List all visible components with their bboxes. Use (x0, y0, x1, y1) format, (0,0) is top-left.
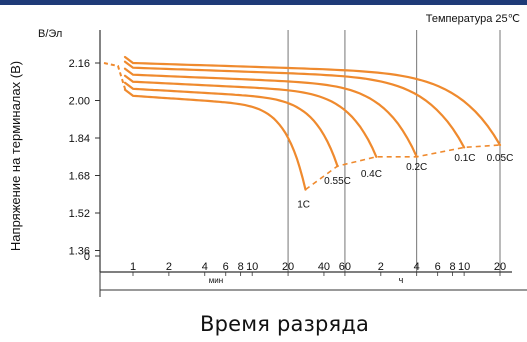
x-tick-label: 2 (166, 261, 172, 273)
discharge-curve-0-05C (123, 55, 502, 147)
y-tick-label: 1.84 (69, 133, 90, 145)
y-unit-label: В/Эл (38, 28, 62, 40)
grid-layer (287, 30, 501, 272)
y-tick-label: 1.68 (69, 171, 90, 183)
x-tick-label: 20 (494, 261, 506, 273)
x-tick-label: 4 (414, 261, 420, 273)
discharge-curve-0-1C (123, 60, 466, 149)
x-axis-title: Время разряда (200, 312, 370, 336)
curve-label-0-05C: 0.05C (487, 153, 514, 164)
x-tick-label: 2 (378, 261, 384, 273)
curve-label-0-2C: 0.2C (406, 162, 427, 173)
x-tick-label: 8 (238, 261, 244, 273)
y-tick-label: 2.00 (69, 96, 90, 108)
x-unit-minutes: мин (209, 276, 223, 285)
x-tick-label: 6 (435, 261, 441, 273)
x-tick-label: 20 (282, 261, 294, 273)
discharge-curve-0-4C (123, 74, 378, 158)
discharge-curve-0-2C (123, 67, 418, 158)
discharge-curve-0-55C (123, 81, 339, 168)
initial-dip-dashes (103, 62, 127, 93)
cutoff-voltage-line (305, 144, 501, 191)
x-tick-label: 1 (130, 261, 136, 273)
label-layer: 1C 0.55C 0.4C 0.2C 0.1C 0.05C (297, 153, 513, 211)
series-layer (103, 55, 502, 191)
curve-label-1C: 1C (297, 200, 310, 211)
x-tick-label: 60 (339, 261, 351, 273)
curve-label-0-55C: 0.55C (324, 176, 351, 187)
x-tick-label: 10 (246, 261, 258, 273)
curve-label-0-4C: 0.4C (361, 169, 382, 180)
y-axis-title: Напряжение на терминалах (В) (8, 61, 23, 251)
x-tick-label: 8 (450, 261, 456, 273)
y-tick-label: 2.16 (69, 58, 90, 70)
temperature-note: Температура 25℃ (426, 13, 520, 25)
y-tick-label: 0 (84, 251, 90, 263)
x-tick-label: 40 (318, 261, 330, 273)
x-unit-hours: ч (399, 275, 404, 285)
curve-label-0-1C: 0.1C (454, 153, 475, 164)
y-tick-label: 1.36 (69, 246, 90, 258)
y-tick-label: 1.52 (69, 208, 90, 220)
top-color-bar (0, 0, 527, 5)
x-tick-label: 10 (458, 261, 470, 273)
x-tick-label: 6 (223, 261, 229, 273)
discharge-curve-1C (123, 88, 307, 191)
x-tick-label: 4 (202, 261, 208, 273)
